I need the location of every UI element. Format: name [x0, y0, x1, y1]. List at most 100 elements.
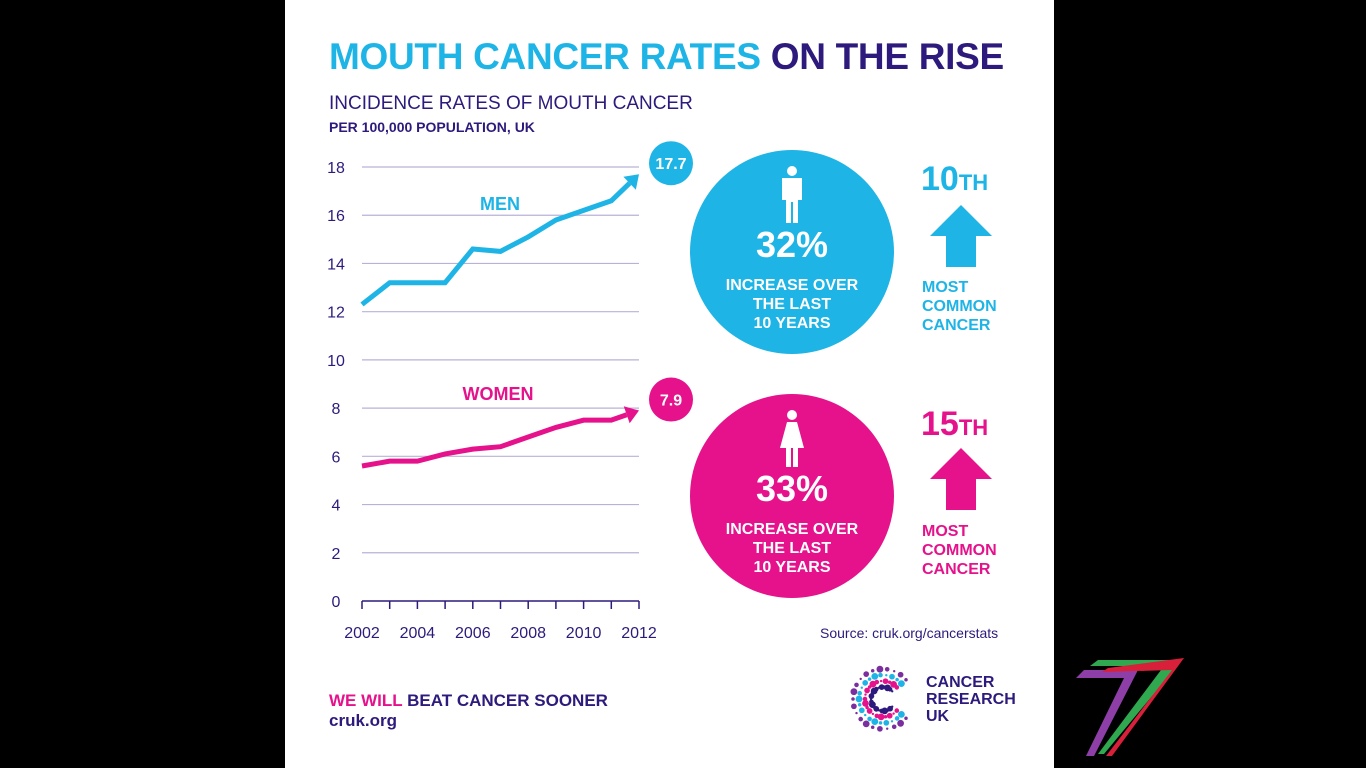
series-arrowhead-men — [623, 174, 639, 190]
logo-dot — [878, 684, 885, 690]
men-most-common-text: MOST COMMON CANCER — [922, 278, 997, 335]
y-tick-label: 18 — [327, 160, 345, 177]
tagline-navy: BEAT CANCER SOONER — [407, 691, 608, 710]
logo-dot — [874, 713, 880, 719]
logo-dot — [855, 695, 863, 703]
logo-dot — [894, 685, 900, 690]
logo-dot — [877, 713, 885, 721]
y-tick-label: 14 — [327, 256, 345, 273]
logo-dot — [885, 674, 888, 677]
title-part-2: ON THE RISE — [770, 36, 1004, 77]
logo-dot — [855, 711, 858, 715]
x-tick-label: 2002 — [344, 625, 380, 642]
logo-dot — [870, 725, 875, 729]
y-tick-label: 16 — [327, 208, 345, 225]
logo-dot — [862, 720, 870, 728]
logo-dot — [878, 721, 883, 725]
logo-dot — [858, 707, 865, 714]
women-most-line-2: COMMON — [922, 542, 997, 559]
y-tick-label: 0 — [332, 594, 341, 611]
logo-line-2: RESEARCH — [926, 691, 1016, 708]
logo-dot — [862, 696, 868, 702]
incidence-line-chart: 0 2 4 6 8 10 12 14 16 18 2002 2004 2006 2008 2010 2012 1… — [327, 141, 693, 642]
site-link[interactable]: cruk.org — [329, 711, 398, 730]
logo-dot — [862, 700, 869, 707]
men-increase-text: INCREASE OVER THE LAST 10 YEARS — [710, 276, 874, 333]
logo-dot — [857, 703, 862, 707]
women-desc-line-2: THE LAST — [752, 540, 832, 557]
series-label-women: WOMEN — [463, 384, 534, 404]
women-increase-circle: 33% INCREASE OVER THE LAST 10 YEARS — [690, 394, 894, 598]
logo-dot — [854, 682, 859, 688]
logo-dot — [889, 673, 895, 680]
logo-dot — [857, 690, 862, 696]
series-line-women — [361, 412, 628, 469]
man-icon — [782, 166, 802, 223]
logo-dot — [864, 693, 867, 696]
woman-icon — [780, 410, 804, 467]
cruk-logo-text: CANCER RESEARCH UK — [926, 674, 1016, 725]
logo-dot — [871, 718, 879, 725]
x-tick-label: 2012 — [621, 625, 657, 642]
logo-line-1: CANCER — [926, 674, 995, 691]
women-percent: 33% — [755, 468, 829, 509]
series-arrowhead-women — [623, 406, 639, 424]
men-rank-suffix: TH — [958, 170, 989, 195]
infographic-panel: MOUTH CANCER RATES ON THE RISE INCIDENCE… — [285, 0, 1054, 768]
series-line-men — [360, 181, 632, 307]
logo-dot — [887, 687, 893, 692]
logo-dot — [904, 716, 908, 721]
logo-dot — [851, 703, 857, 710]
x-tick-label: 2008 — [510, 625, 546, 642]
logo-dot — [897, 671, 904, 678]
logo-dot — [883, 715, 888, 719]
chart-subtitle: INCIDENCE RATES OF MOUTH CANCER — [329, 93, 693, 114]
logo-dot — [874, 686, 879, 692]
men-most-line-3: CANCER — [922, 317, 991, 334]
series-end-value: 7.9 — [660, 393, 682, 410]
y-tick-label: 12 — [327, 305, 345, 322]
logo-dot — [894, 716, 900, 721]
y-tick-label: 8 — [332, 401, 341, 418]
logo-dot — [863, 671, 870, 677]
series-end-badge — [649, 141, 693, 186]
women-up-arrow-icon — [930, 448, 992, 510]
men-rank: 10TH — [921, 160, 988, 199]
logo-dot — [862, 680, 869, 686]
men-most-line-1: MOST — [922, 279, 969, 296]
tagline: WE WILL BEAT CANCER SOONER — [329, 691, 608, 711]
series-end-badge — [649, 377, 693, 422]
series-end-value: 17.7 — [655, 156, 686, 173]
logo-dot — [871, 673, 879, 680]
logo-dot — [874, 679, 880, 685]
women-rank-suffix: TH — [958, 415, 989, 440]
source-note: Source: cruk.org/cancerstats — [820, 625, 999, 641]
logo-dot — [891, 690, 894, 693]
logo-dot — [850, 688, 858, 696]
logo-dot — [867, 677, 872, 681]
logo-dot — [860, 686, 863, 689]
logo-dot — [891, 724, 897, 730]
men-most-line-2: COMMON — [922, 298, 997, 315]
cruk-logo-icon — [850, 665, 908, 732]
women-rank: 15TH — [921, 405, 988, 444]
women-rank-number: 15 — [921, 405, 959, 443]
logo-dot — [886, 727, 889, 730]
logo-dot — [898, 680, 905, 687]
logo-dot — [890, 720, 894, 723]
logo-dot — [904, 677, 908, 682]
men-desc-line-3: 10 YEARS — [753, 315, 831, 332]
logo-dot — [883, 719, 890, 726]
logo-dot — [895, 677, 899, 682]
chart-unit-caption: PER 100,000 POPULATION, UK — [329, 119, 535, 135]
women-desc-line-3: 10 YEARS — [753, 559, 831, 576]
y-tick-label: 10 — [327, 353, 345, 370]
women-increase-text: INCREASE OVER THE LAST 10 YEARS — [710, 520, 874, 577]
logo-dot — [898, 711, 905, 718]
y-tick-label: 2 — [332, 546, 341, 563]
men-percent: 32% — [755, 224, 829, 265]
logo-dot — [859, 677, 862, 681]
logo-dot — [867, 716, 872, 722]
men-increase-circle: 32% INCREASE OVER THE LAST 10 YEARS — [690, 150, 894, 354]
logo-dot — [884, 667, 890, 672]
